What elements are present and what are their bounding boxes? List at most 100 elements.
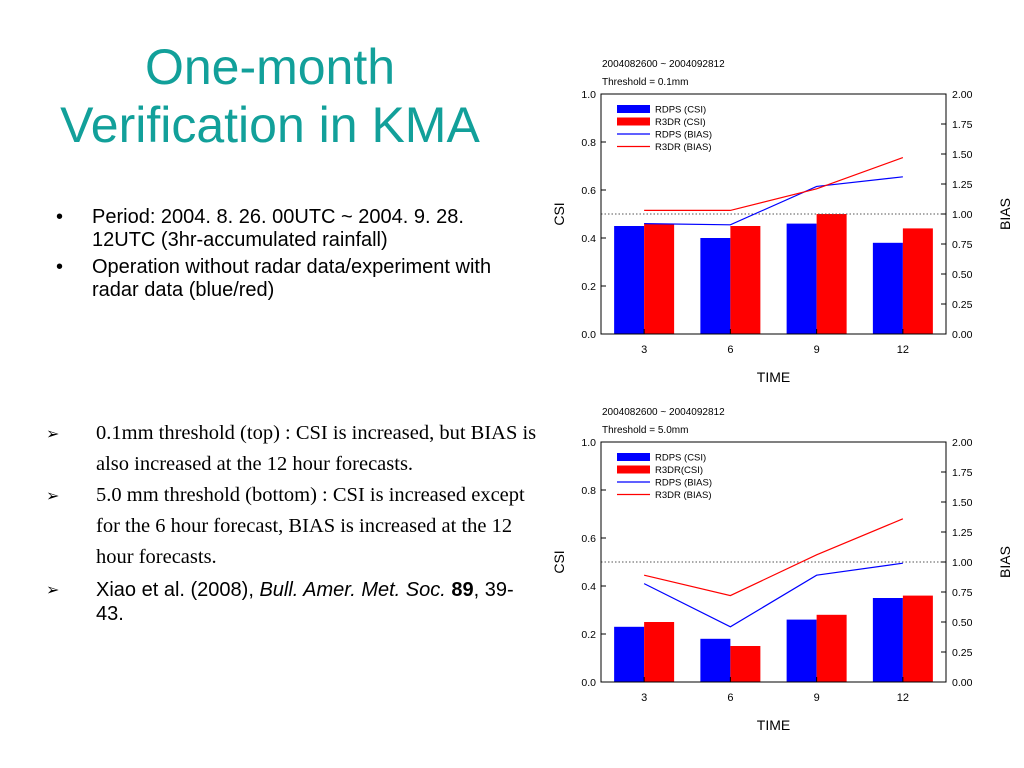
x-axis-label: TIME (757, 717, 790, 733)
bar-r3dr-csi--6 (730, 226, 761, 334)
x-tick-label: 9 (814, 692, 820, 704)
bullet-dot-icon: • (56, 256, 64, 278)
bullet-text: Operation without radar data/experiment … (92, 256, 492, 301)
right-tick-label: 2.00 (952, 437, 973, 449)
left-tick-label: 1.0 (581, 89, 596, 101)
bar-r3dr-csi--3 (644, 223, 675, 334)
arrow-bullet-icon: ➢ (46, 486, 60, 505)
x-tick-label: 3 (641, 344, 647, 356)
left-tick-label: 0.0 (581, 677, 596, 689)
legend-label: R3DR (BIAS) (655, 142, 711, 153)
bar-rdps-csi--3 (614, 226, 645, 334)
y2-axis-label: BIAS (997, 546, 1013, 578)
right-tick-label: 1.25 (952, 179, 973, 191)
legend-label: RDPS (CSI) (655, 105, 706, 116)
left-tick-label: 0.6 (581, 185, 596, 197)
left-tick-label: 0.4 (581, 581, 596, 593)
bar-rdps-csi--3 (614, 626, 645, 682)
chart-title: 2004082600 ~ 2004092812 (602, 407, 725, 418)
bar-r3dr-csi--3 (644, 622, 675, 682)
x-tick-label: 6 (727, 344, 733, 356)
finding-text: 0.1mm threshold (top) : CSI is increased… (96, 422, 537, 475)
y2-axis-label: BIAS (997, 198, 1013, 230)
legend-swatch (617, 465, 650, 474)
y-axis-label: CSI (551, 202, 567, 225)
arrow-bullet-icon: ➢ (46, 580, 60, 599)
left-tick-label: 0.4 (581, 233, 596, 245)
x-tick-label: 3 (641, 692, 647, 704)
bar-rdps-csi--6 (700, 638, 731, 682)
legend-swatch (617, 105, 650, 113)
finding-top-threshold: ➢ 0.1mm threshold (top) : CSI is increas… (40, 418, 540, 480)
left-tick-label: 0.8 (581, 485, 596, 497)
right-tick-label: 0.50 (952, 617, 973, 629)
bar-rdps-csi--9 (786, 619, 817, 682)
right-tick-label: 0.00 (952, 677, 973, 689)
legend-swatch (617, 453, 650, 461)
legend-label: R3DR (BIAS) (655, 490, 711, 501)
legend-label: R3DR(CSI) (655, 465, 703, 476)
x-tick-label: 9 (814, 344, 820, 356)
right-tick-label: 1.00 (952, 557, 973, 569)
reference-prefix: Xiao et al. (2008), (96, 579, 260, 601)
bullet-period: • Period: 2004. 8. 26. 00UTC ~ 2004. 9. … (48, 206, 518, 252)
bar-r3dr-csi--9 (816, 614, 847, 682)
bullet-text: Period: 2004. 8. 26. 00UTC ~ 2004. 9. 28… (92, 206, 464, 251)
reference-volume: 89 (451, 579, 474, 601)
right-tick-label: 1.50 (952, 149, 973, 161)
legend-swatch (617, 117, 650, 126)
finding-text: 5.0 mm threshold (bottom) : CSI is incre… (96, 484, 525, 568)
left-tick-label: 0.8 (581, 137, 596, 149)
title-line-1: One-month (144, 39, 396, 95)
bar-r3dr-csi--9 (816, 214, 847, 334)
chart-title: 2004082600 ~ 2004092812 (602, 59, 725, 70)
bar-rdps-csi--9 (786, 223, 817, 334)
bar-r3dr-csi--12 (902, 595, 933, 682)
right-tick-label: 0.75 (952, 239, 973, 251)
right-tick-label: 1.25 (952, 527, 973, 539)
right-tick-label: 0.25 (952, 299, 973, 311)
right-tick-label: 1.75 (952, 467, 973, 479)
bullet-dot-icon: • (56, 206, 64, 228)
bullet-operation: • Operation without radar data/experimen… (48, 256, 518, 302)
bar-r3dr-csi--12 (902, 228, 933, 334)
x-tick-label: 12 (897, 344, 909, 356)
left-tick-label: 0.6 (581, 533, 596, 545)
title-line-2: Verification in KMA (60, 97, 480, 153)
chart-subtitle: Threshold = 0.1mm (602, 77, 688, 88)
chart-subtitle: Threshold = 5.0mm (602, 425, 688, 436)
slide-title: One-month Verification in KMA (0, 38, 540, 154)
right-tick-label: 0.25 (952, 647, 973, 659)
left-tick-label: 0.2 (581, 629, 596, 641)
bar-r3dr-csi--6 (730, 646, 761, 682)
reference-pages: , 39-43. (96, 579, 514, 625)
bullet-list: • Period: 2004. 8. 26. 00UTC ~ 2004. 9. … (48, 206, 518, 306)
right-tick-label: 0.00 (952, 329, 973, 341)
reference-citation: ➢ Xiao et al. (2008), Bull. Amer. Met. S… (40, 578, 540, 626)
right-tick-label: 0.75 (952, 587, 973, 599)
legend-label: RDPS (CSI) (655, 453, 706, 464)
finding-bottom-threshold: ➢ 5.0 mm threshold (bottom) : CSI is inc… (40, 480, 540, 573)
right-tick-label: 2.00 (952, 89, 973, 101)
bar-rdps-csi--12 (872, 242, 903, 334)
csi-bias-chart-0.1mm: 2004082600 ~ 2004092812 Threshold = 0.1mm… (551, 59, 1013, 385)
x-tick-label: 6 (727, 692, 733, 704)
line-rdps-bias- (643, 562, 903, 628)
left-tick-label: 0.0 (581, 329, 596, 341)
right-tick-label: 1.00 (952, 209, 973, 221)
legend-label: RDPS (BIAS) (655, 130, 712, 141)
csi-bias-chart-5.0mm: 2004082600 ~ 2004092812 Threshold = 5.0mm… (551, 407, 1013, 733)
reference-journal: Bull. Amer. Met. Soc. (259, 579, 446, 601)
right-tick-label: 1.50 (952, 497, 973, 509)
x-axis-label: TIME (757, 369, 790, 385)
line-rdps-bias- (644, 176, 903, 226)
y-axis-label: CSI (551, 550, 567, 573)
left-tick-label: 0.2 (581, 281, 596, 293)
line-r3dr-bias- (644, 157, 904, 211)
left-tick-label: 1.0 (581, 437, 596, 449)
legend-label: R3DR (CSI) (655, 117, 706, 128)
bar-rdps-csi--12 (872, 598, 903, 682)
findings-list: ➢ 0.1mm threshold (top) : CSI is increas… (40, 418, 540, 626)
right-tick-label: 1.75 (952, 119, 973, 131)
line-r3dr-bias- (643, 518, 904, 597)
